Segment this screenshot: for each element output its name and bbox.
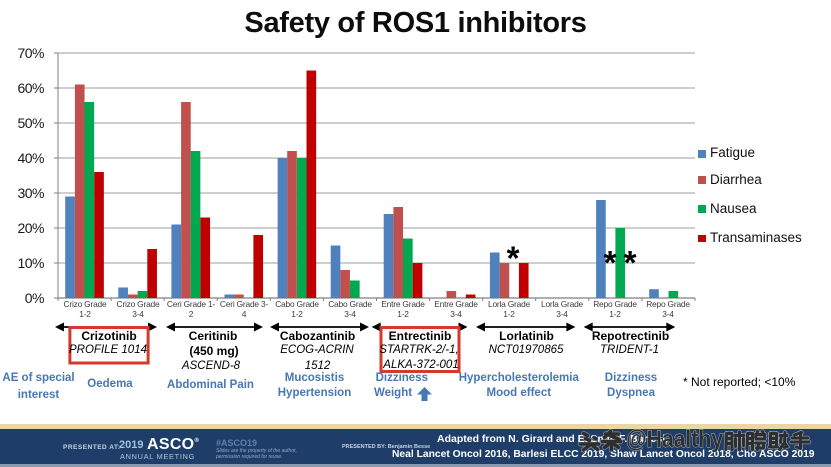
svg-text:*: * [507, 240, 520, 277]
svg-text:*: * [624, 244, 637, 281]
svg-text:@Haalthy: @Haalthy [626, 426, 724, 453]
svg-text:*: * [604, 244, 617, 281]
